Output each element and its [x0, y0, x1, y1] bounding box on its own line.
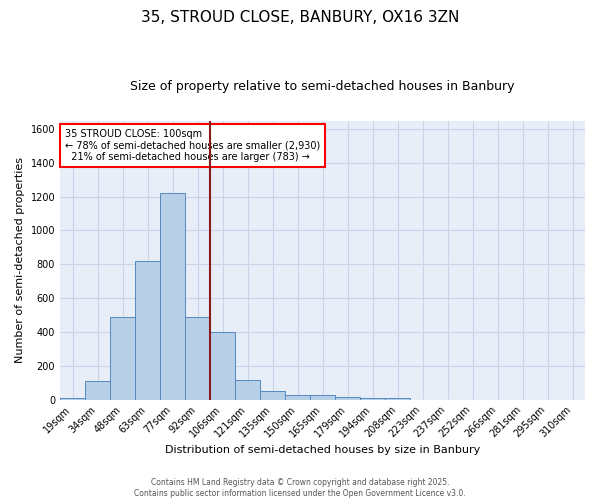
- Bar: [85, 381, 110, 400]
- Bar: [360, 398, 385, 400]
- Bar: [110, 316, 135, 400]
- Bar: [335, 397, 360, 400]
- Bar: [60, 398, 85, 400]
- Bar: [185, 316, 210, 400]
- Bar: [160, 194, 185, 400]
- Bar: [210, 332, 235, 400]
- Bar: [235, 380, 260, 400]
- Y-axis label: Number of semi-detached properties: Number of semi-detached properties: [15, 157, 25, 363]
- Text: 35 STROUD CLOSE: 100sqm
← 78% of semi-detached houses are smaller (2,930)
  21% : 35 STROUD CLOSE: 100sqm ← 78% of semi-de…: [65, 129, 320, 162]
- Bar: [310, 394, 335, 400]
- Bar: [385, 398, 410, 400]
- Text: Contains HM Land Registry data © Crown copyright and database right 2025.
Contai: Contains HM Land Registry data © Crown c…: [134, 478, 466, 498]
- Bar: [135, 261, 160, 400]
- Bar: [285, 394, 310, 400]
- Bar: [260, 391, 285, 400]
- X-axis label: Distribution of semi-detached houses by size in Banbury: Distribution of semi-detached houses by …: [165, 445, 480, 455]
- Title: Size of property relative to semi-detached houses in Banbury: Size of property relative to semi-detach…: [130, 80, 515, 93]
- Text: 35, STROUD CLOSE, BANBURY, OX16 3ZN: 35, STROUD CLOSE, BANBURY, OX16 3ZN: [141, 10, 459, 25]
